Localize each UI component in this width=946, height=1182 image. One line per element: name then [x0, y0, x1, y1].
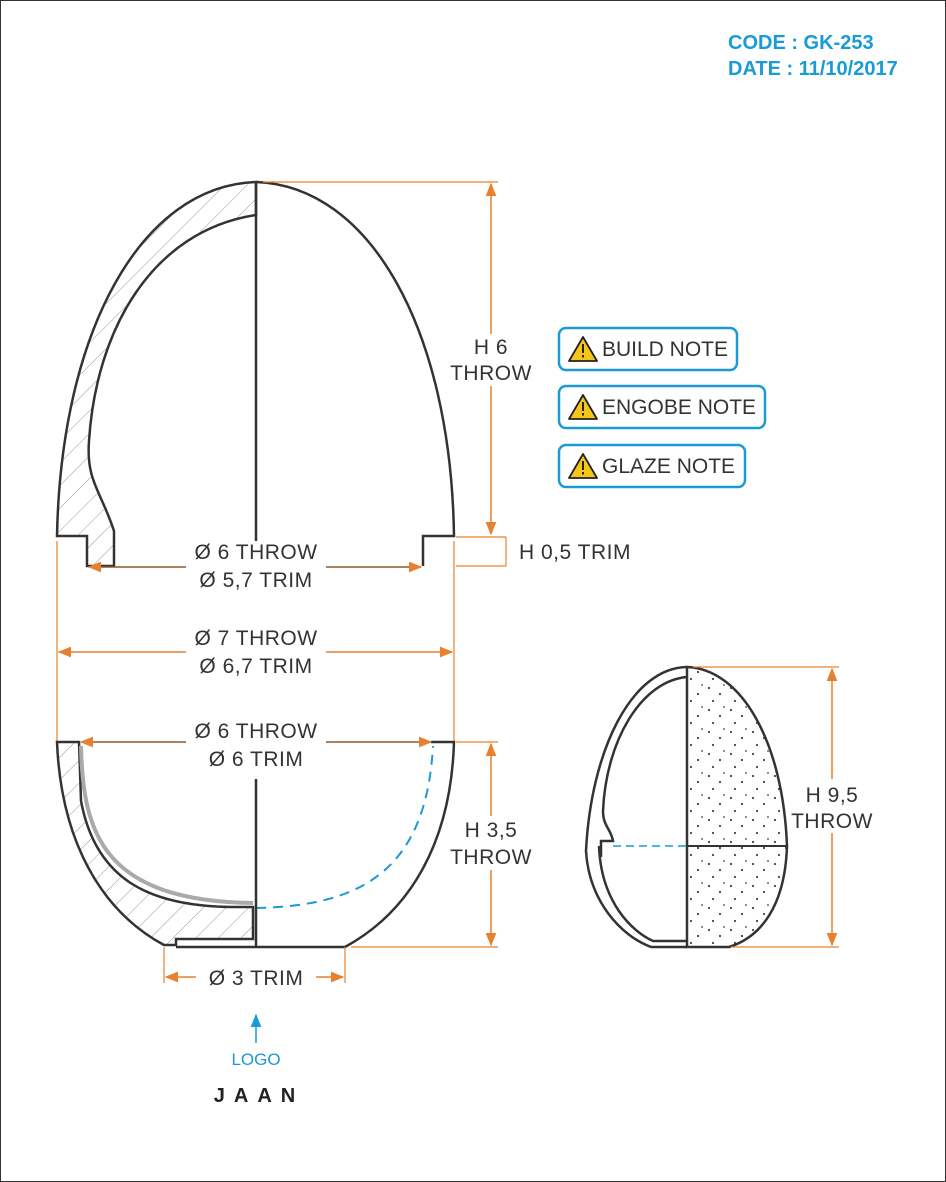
assembled-inner-lid [599, 675, 688, 857]
glaze-note-button[interactable]: GLAZE NOTE [557, 443, 747, 489]
bowl-outer-profile [256, 740, 456, 949]
assembled-inner-bowl [597, 845, 687, 943]
bowl-drawing [55, 740, 456, 949]
engobe-note-label: ENGOBE NOTE [602, 396, 756, 419]
brand-logo: JAAN [214, 1085, 304, 1107]
build-note-button[interactable]: BUILD NOTE [557, 326, 739, 372]
glaze-note-label: GLAZE NOTE [602, 455, 735, 478]
lid-inner-diameter: Ø 6 THROW Ø 5,7 TRIM [87, 541, 423, 593]
foot-diameter: Ø 3 TRIM [163, 947, 346, 991]
bowl-diameter: Ø 6 THROW Ø 6 TRIM [79, 717, 433, 771]
bowl-glaze-line [79, 745, 254, 905]
lid-height-dimension: H 6 THROW [263, 181, 535, 536]
lid-wall-section [55, 180, 258, 568]
overall-dia-trim: Ø 6,7 TRIM [199, 655, 312, 678]
bowl-height-unit: THROW [450, 846, 532, 869]
bowl-wall-section [55, 740, 255, 947]
build-note-label: BUILD NOTE [602, 338, 728, 361]
assembled-height-unit: THROW [791, 810, 873, 833]
bowl-height-dimension: H 3,5 THROW [351, 741, 535, 948]
warning-icon [568, 336, 598, 362]
logo-label: LOGO [231, 1050, 280, 1069]
assembled-right-half [685, 665, 789, 949]
assembled-left-half [584, 665, 688, 949]
warning-icon [568, 453, 598, 479]
overall-dia-throw: Ø 7 THROW [194, 627, 317, 650]
lid-height-value: H 6 [474, 336, 508, 359]
date-label: DATE : 11/10/2017 [728, 58, 898, 80]
rim-height-value: H 0,5 TRIM [519, 541, 631, 564]
warning-icon [568, 394, 598, 420]
assembled-height-dimension: H 9,5 THROW [693, 666, 873, 948]
rim-height-dimension: H 0,5 TRIM [456, 536, 631, 567]
bowl-glaze-dashed [255, 745, 434, 909]
foot-dia-value: Ø 3 TRIM [209, 967, 304, 990]
assembled-drawing [584, 665, 789, 949]
lid-outer-profile [255, 180, 456, 566]
engobe-note-button[interactable]: ENGOBE NOTE [557, 384, 767, 430]
lid-height-unit: THROW [450, 362, 532, 385]
code-label: CODE : GK-253 [728, 32, 874, 54]
bowl-height-value: H 3,5 [465, 819, 518, 842]
lid-inner-dia-trim: Ø 5,7 TRIM [199, 569, 312, 592]
assembled-height-value: H 9,5 [806, 784, 859, 807]
bowl-dia-trim: Ø 6 TRIM [209, 748, 304, 771]
overall-diameter: Ø 7 THROW Ø 6,7 TRIM [56, 541, 455, 741]
lid-drawing [55, 180, 456, 568]
lid-inner-dia-throw: Ø 6 THROW [194, 541, 317, 564]
bowl-dia-throw: Ø 6 THROW [194, 720, 317, 743]
